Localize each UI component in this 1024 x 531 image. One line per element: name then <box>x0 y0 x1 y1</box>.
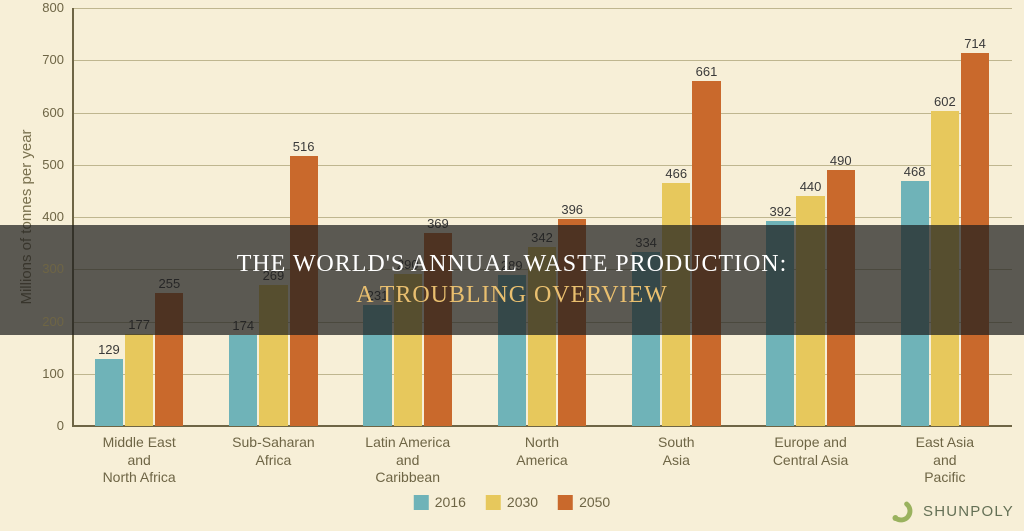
y-tick-label: 500 <box>26 157 64 172</box>
y-tick-label: 200 <box>26 314 64 329</box>
bar <box>229 335 257 426</box>
bar-value-label: 392 <box>760 204 800 219</box>
bar-value-label: 661 <box>686 64 726 79</box>
overlay-line2: A TROUBLING OVERVIEW <box>356 282 667 309</box>
x-tick-label: Middle EastandNorth Africa <box>72 434 206 487</box>
gridline <box>72 60 1012 61</box>
title-overlay: THE WORLD'S ANNUAL WASTE PRODUCTION: A T… <box>0 225 1024 335</box>
x-tick-label: NorthAmerica <box>475 434 609 469</box>
bar <box>125 334 153 426</box>
gridline <box>72 217 1012 218</box>
y-tick-label: 400 <box>26 209 64 224</box>
legend-label: 2050 <box>579 494 610 510</box>
watermark-logo-icon <box>887 497 915 525</box>
x-tick-label: Latin AmericaandCaribbean <box>341 434 475 487</box>
legend-item: 2030 <box>486 494 538 510</box>
legend-item: 2050 <box>558 494 610 510</box>
x-tick-label: Europe andCentral Asia <box>743 434 877 469</box>
bar-value-label: 129 <box>89 342 129 357</box>
overlay-line1: THE WORLD'S ANNUAL WASTE PRODUCTION: <box>237 251 787 278</box>
bar-value-label: 440 <box>790 179 830 194</box>
x-tick-label: East AsiaandPacific <box>878 434 1012 487</box>
legend-swatch-icon <box>486 495 501 510</box>
legend-label: 2016 <box>435 494 466 510</box>
plot-area: 1291772551742695162312903692893423963344… <box>72 8 1012 426</box>
bar-value-label: 714 <box>955 36 995 51</box>
watermark-text: SHUNPOLY <box>923 503 1014 520</box>
bar-value-label: 602 <box>925 94 965 109</box>
x-tick-label: Sub-SaharanAfrica <box>206 434 340 469</box>
bar <box>95 359 123 426</box>
bar-value-label: 516 <box>284 139 324 154</box>
watermark: SHUNPOLY <box>887 497 1014 525</box>
bar-value-label: 396 <box>552 202 592 217</box>
bar-value-label: 490 <box>821 153 861 168</box>
y-tick-label: 0 <box>26 418 64 433</box>
legend: 2016 2030 2050 <box>414 494 610 510</box>
y-tick-label: 700 <box>26 52 64 67</box>
y-tick-label: 800 <box>26 0 64 15</box>
stage: 1291772551742695162312903692893423963344… <box>0 0 1024 531</box>
legend-label: 2030 <box>507 494 538 510</box>
gridline <box>72 8 1012 9</box>
x-tick-label: SouthAsia <box>609 434 743 469</box>
gridline <box>72 113 1012 114</box>
gridline <box>72 165 1012 166</box>
y-axis-line <box>72 8 74 426</box>
bar-value-label: 468 <box>895 164 935 179</box>
legend-item: 2016 <box>414 494 466 510</box>
legend-swatch-icon <box>414 495 429 510</box>
y-tick-label: 600 <box>26 105 64 120</box>
bar-value-label: 466 <box>656 166 696 181</box>
y-tick-label: 100 <box>26 366 64 381</box>
legend-swatch-icon <box>558 495 573 510</box>
y-tick-label: 300 <box>26 261 64 276</box>
